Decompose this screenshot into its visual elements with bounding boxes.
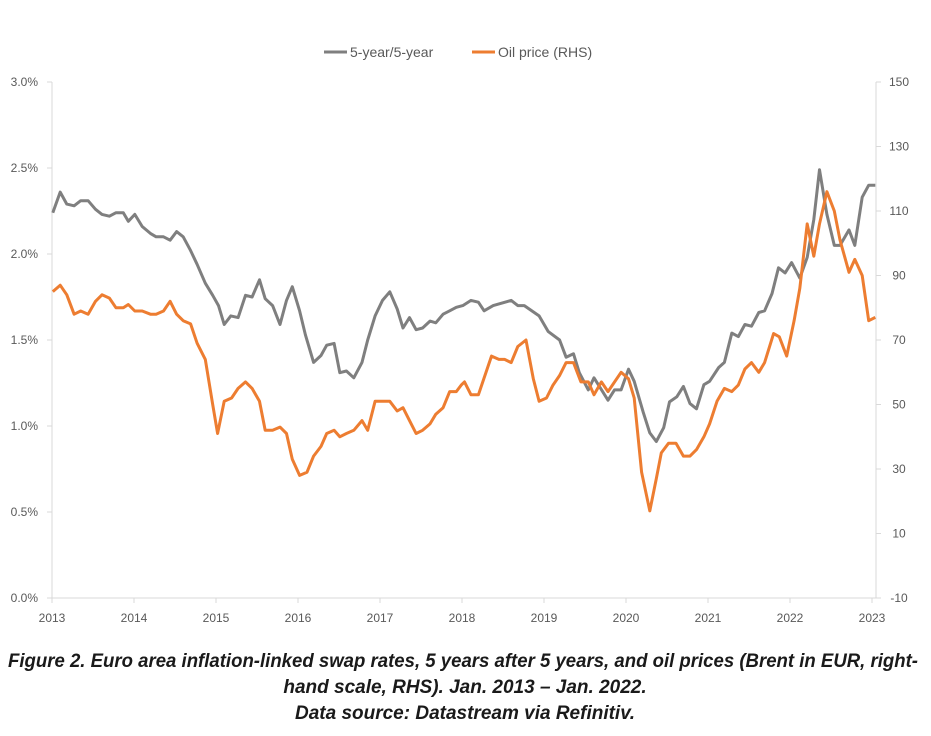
right-tick-label: 90 (892, 269, 906, 283)
right-tick-label: 70 (892, 333, 906, 347)
x-tick-label: 2019 (531, 611, 558, 625)
x-tick-label: 2013 (39, 611, 66, 625)
series-line-5y5y (51, 168, 876, 443)
right-tick-label: 50 (892, 398, 906, 412)
right-tick-label: 10 (892, 527, 906, 541)
left-tick-label: 2.5% (11, 161, 39, 175)
x-tick-label: 2020 (613, 611, 640, 625)
left-tick-label: 3.0% (11, 75, 39, 89)
right-tick-label: 30 (892, 462, 906, 476)
right-tick-label: -10 (890, 591, 908, 605)
x-tick-label: 2023 (859, 611, 886, 625)
x-tick-label: 2016 (285, 611, 312, 625)
x-tick-label: 2014 (121, 611, 148, 625)
right-tick-label: 130 (889, 140, 909, 154)
left-tick-label: 0.0% (11, 591, 39, 605)
left-tick-label: 1.5% (11, 333, 39, 347)
series-line-oil (51, 190, 876, 513)
x-tick-label: 2017 (367, 611, 394, 625)
right-tick-label: 110 (889, 204, 908, 218)
caption-line-1: Figure 2. Euro area inflation-linked swa… (8, 651, 918, 672)
caption: Figure 2. Euro area inflation-linked swa… (8, 651, 918, 724)
legend: 5-year/5-year Oil price (RHS) (324, 44, 592, 60)
caption-source: Data source: Datastream via Refinitiv. (295, 703, 635, 724)
left-tick-label: 0.5% (11, 505, 39, 519)
x-tick-label: 2022 (777, 611, 804, 625)
x-tick-label: 2015 (203, 611, 230, 625)
left-tick-label: 2.0% (11, 247, 39, 261)
caption-line-2: hand scale, RHS). Jan. 2013 – Jan. 2022. (283, 677, 646, 698)
legend-label-5y5y: 5-year/5-year (350, 44, 434, 60)
right-tick-label: 150 (889, 75, 909, 89)
legend-label-oil: Oil price (RHS) (498, 44, 592, 60)
x-tick-label: 2021 (695, 611, 722, 625)
x-tick-label: 2018 (449, 611, 476, 625)
left-tick-label: 1.0% (11, 419, 39, 433)
